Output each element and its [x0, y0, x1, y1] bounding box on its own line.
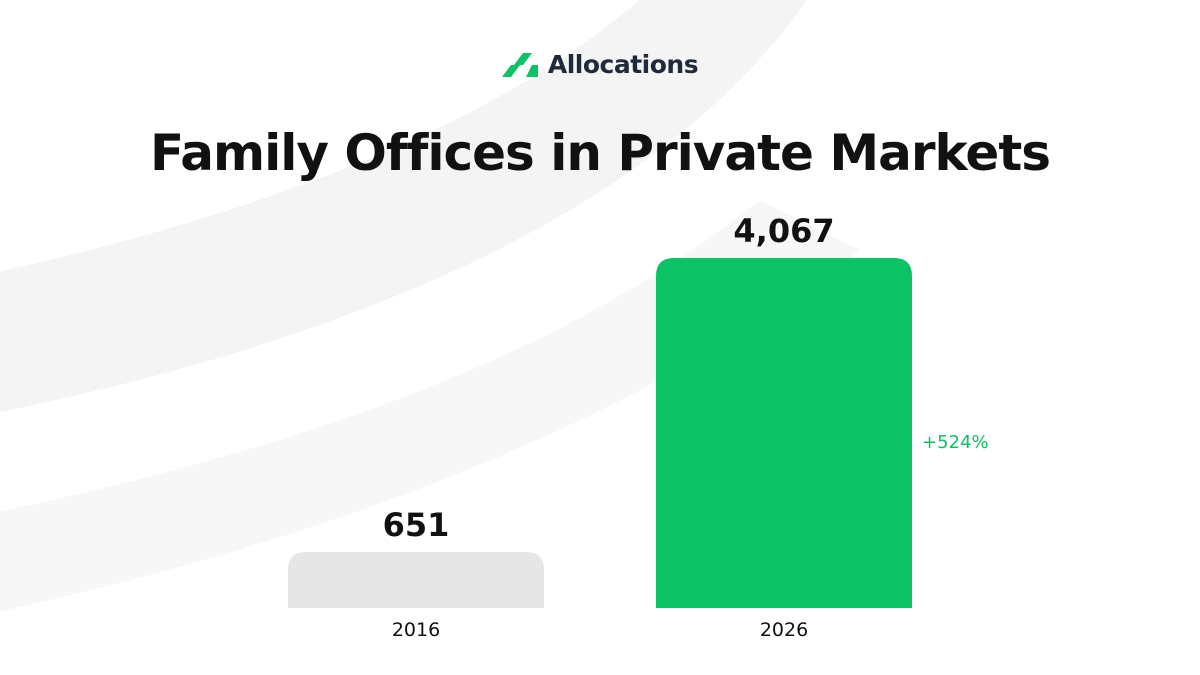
bar-2016 — [288, 551, 544, 608]
bar-2026 — [656, 258, 912, 608]
brand-logo: Allocations — [0, 50, 1200, 79]
category-label-2026: 2026 — [760, 619, 808, 641]
chart-title: Family Offices in Private Markets — [150, 124, 1051, 182]
value-label-2016: 651 — [383, 506, 450, 544]
value-label-2026: 4,067 — [733, 212, 834, 250]
category-label-2016: 2016 — [392, 619, 440, 641]
brand-name: Allocations — [547, 50, 699, 79]
growth-annotation: +524% — [922, 432, 989, 453]
allocations-logo-icon — [501, 52, 538, 77]
